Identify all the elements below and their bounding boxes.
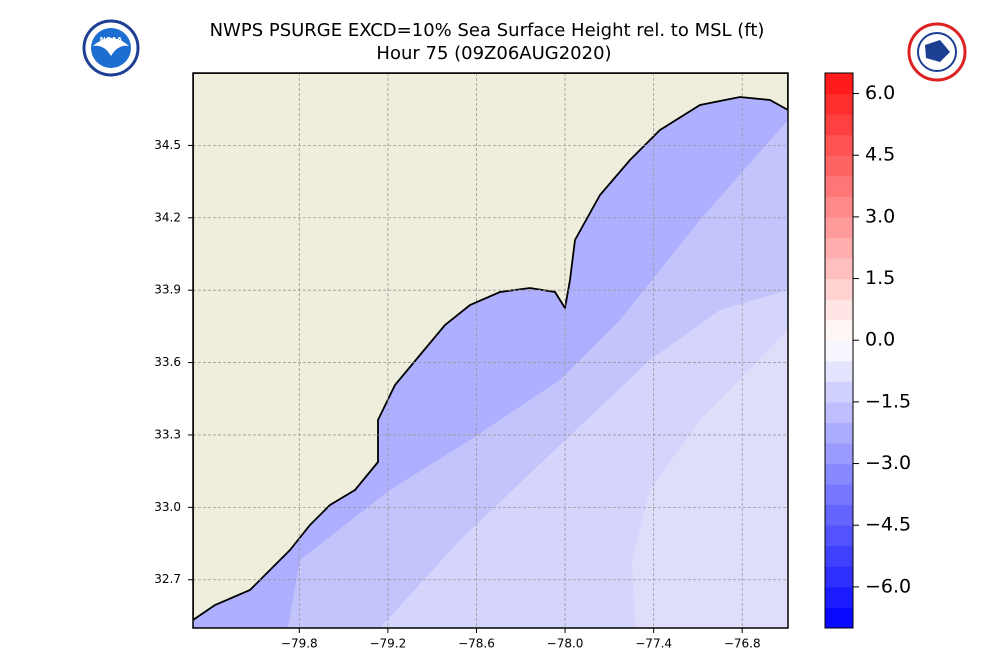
colorbar-segment — [825, 134, 853, 156]
chart-title: NWPS PSURGE EXCD=10% Sea Surface Height … — [210, 20, 765, 41]
x-tick-label: −78.0 — [547, 637, 584, 651]
colorbar-segment — [825, 73, 853, 95]
colorbar-segment — [825, 463, 853, 485]
colorbar-segment — [825, 607, 853, 629]
y-tick-label: 34.5 — [154, 138, 181, 152]
noaa-logo: NOAA — [82, 19, 140, 77]
x-tick-label: −77.4 — [635, 637, 672, 651]
x-tick-label: −79.2 — [369, 637, 406, 651]
nws-logo — [907, 22, 967, 82]
colorbar-segment — [825, 340, 853, 362]
logo-text: NOAA — [100, 36, 123, 44]
colorbar-tick-label: −4.5 — [865, 514, 911, 536]
colorbar-tick-label: 0.0 — [865, 329, 895, 351]
y-tick-label: 33.3 — [154, 427, 181, 441]
colorbar-segment — [825, 443, 853, 465]
y-tick-label: 33.0 — [154, 500, 181, 514]
colorbar-segment — [825, 566, 853, 588]
colorbar-frame — [824, 72, 854, 629]
colorbar-tick-label: 3.0 — [865, 205, 895, 227]
colorbar-segment — [825, 484, 853, 506]
colorbar-tick-label: 4.5 — [865, 144, 895, 166]
chart-subtitle: Hour 75 (09Z06AUG2020) — [376, 43, 611, 64]
colorbar-tick-label: −3.0 — [865, 452, 911, 474]
colorbar-segment — [825, 114, 853, 136]
colorbar-segment — [825, 586, 853, 608]
colorbar-segment — [825, 401, 853, 423]
colorbar-segment — [825, 360, 853, 382]
colorbar-segment — [825, 422, 853, 444]
colorbar-segment — [825, 175, 853, 197]
colorbar-segment — [825, 319, 853, 341]
colorbar-segment — [825, 299, 853, 321]
colorbar-segment — [825, 216, 853, 238]
colorbar-segment — [825, 237, 853, 259]
y-tick-label: 32.7 — [154, 572, 181, 586]
colorbar-segment — [825, 545, 853, 567]
y-tick-label: 33.9 — [154, 283, 181, 297]
colorbar-tick-label: −6.0 — [865, 575, 911, 597]
colorbar-tick-label: −1.5 — [865, 390, 911, 412]
colorbar-segment — [825, 525, 853, 547]
colorbar-segment — [825, 258, 853, 280]
map-frame — [192, 72, 789, 629]
x-tick-label: −76.8 — [724, 637, 761, 651]
x-tick-label: −78.6 — [458, 637, 495, 651]
y-tick-label: 34.2 — [154, 210, 181, 224]
colorbar-tick-label: 1.5 — [865, 267, 895, 289]
colorbar-segment — [825, 381, 853, 403]
colorbar-segment — [825, 93, 853, 115]
colorbar-segment — [825, 504, 853, 526]
x-tick-label: −79.8 — [281, 637, 318, 651]
colorbar-segment — [825, 155, 853, 177]
colorbar-segment — [825, 196, 853, 218]
map — [193, 73, 788, 628]
colorbar-segment — [825, 278, 853, 300]
colorbar-tick-label: 6.0 — [865, 82, 895, 104]
y-tick-label: 33.6 — [154, 355, 181, 369]
land — [193, 73, 788, 622]
